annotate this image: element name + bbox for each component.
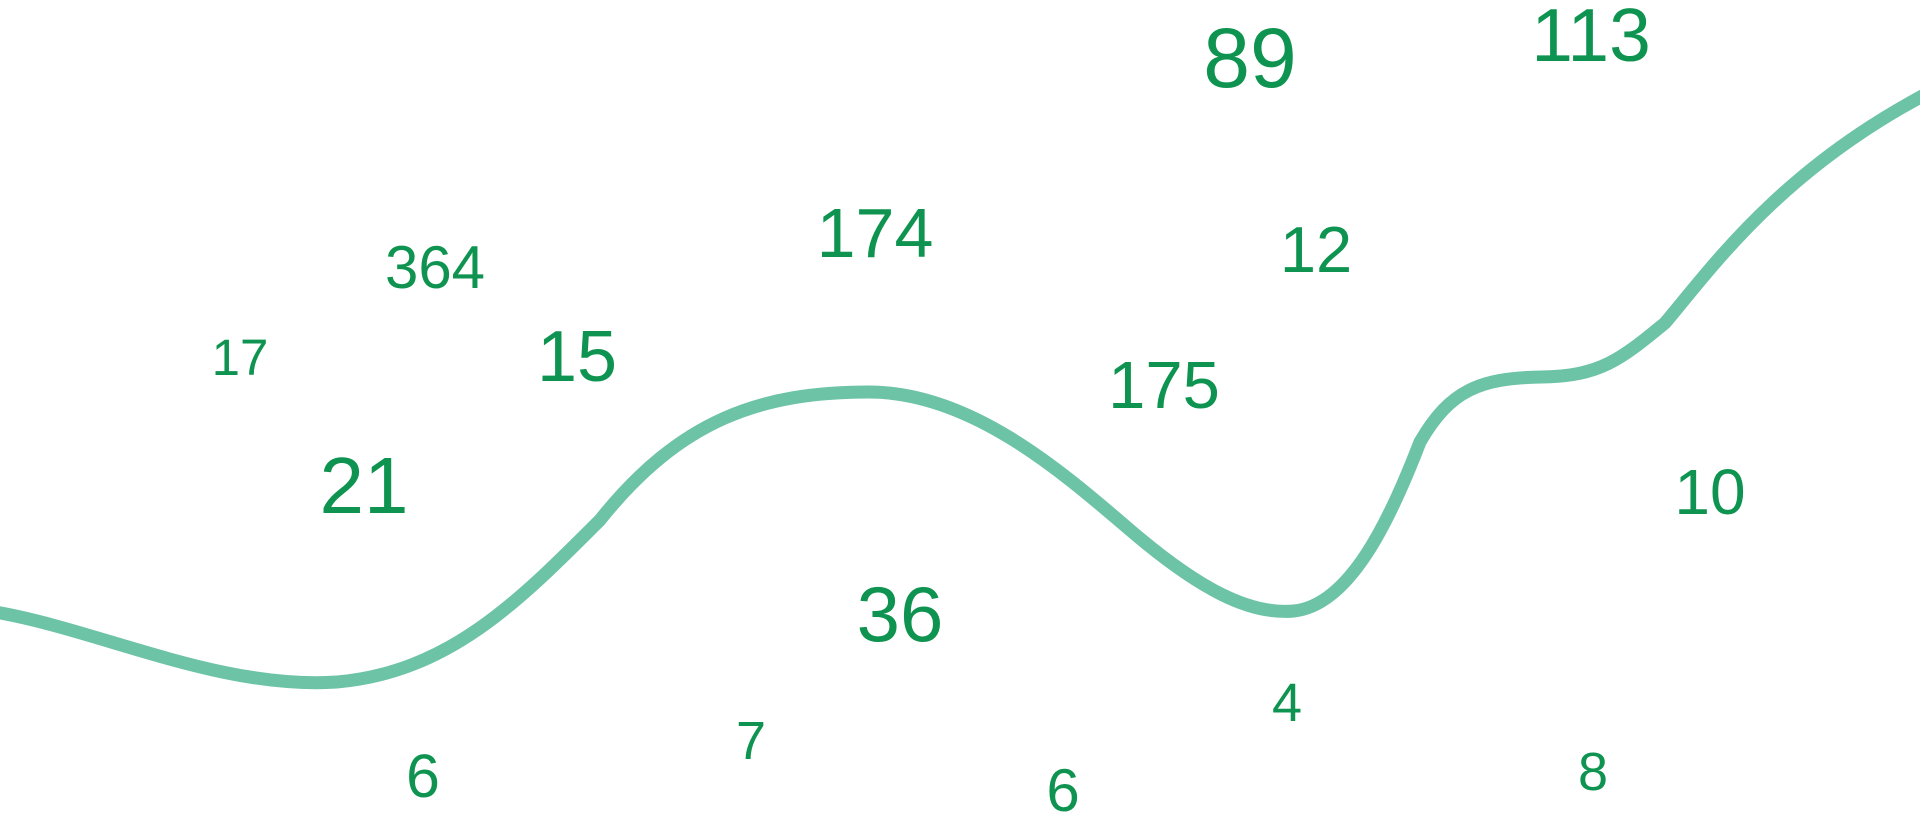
number-label: 8 <box>1577 742 1609 802</box>
number-label: 21 <box>319 441 409 530</box>
number-label: 364 <box>384 234 486 301</box>
number-label: 36 <box>856 570 944 658</box>
number-label: 10 <box>1674 456 1746 528</box>
number-label: 7 <box>735 711 767 771</box>
number-label: 4 <box>1271 673 1303 733</box>
number-label: 113 <box>1531 0 1651 77</box>
number-label: 89 <box>1203 11 1297 105</box>
wavy-line <box>0 90 1920 690</box>
number-label: 174 <box>816 194 934 272</box>
number-label: 6 <box>1046 757 1080 824</box>
number-label: 17 <box>211 329 269 386</box>
number-label: 12 <box>1279 213 1353 286</box>
number-label: 15 <box>536 317 618 397</box>
number-label: 6 <box>406 742 440 810</box>
number-label: 175 <box>1108 348 1220 423</box>
